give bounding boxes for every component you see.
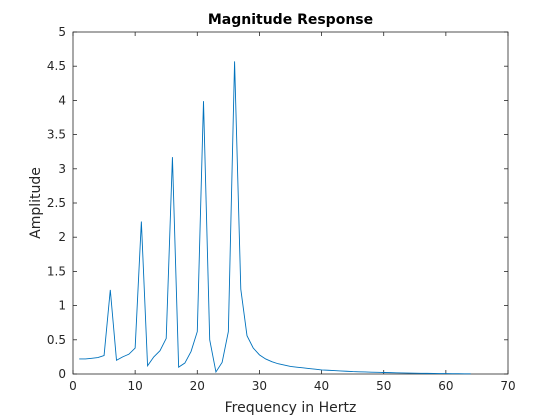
y-tick-label: 2.5 <box>47 196 66 210</box>
y-tick-label: 3 <box>58 162 66 176</box>
x-tick-label: 30 <box>252 379 267 393</box>
y-tick-label: 5 <box>58 25 66 39</box>
y-tick-label: 1.5 <box>47 264 66 278</box>
x-tick-label: 50 <box>376 379 391 393</box>
x-tick-label: 0 <box>69 379 77 393</box>
x-axis-label: Frequency in Hertz <box>225 400 357 416</box>
chart-title: Magnitude Response <box>208 12 373 28</box>
y-tick-label: 0.5 <box>47 333 66 347</box>
y-tick-label: 0 <box>58 367 66 381</box>
axes-box <box>73 32 508 374</box>
x-tick-label: 40 <box>314 379 329 393</box>
y-tick-label: 1 <box>58 299 66 313</box>
y-axis-label: Amplitude <box>28 167 44 239</box>
plot-area <box>73 32 508 374</box>
y-tick-label: 2 <box>58 230 66 244</box>
x-tick-label: 10 <box>128 379 143 393</box>
y-tick-label: 4.5 <box>47 59 66 73</box>
y-tick-label: 3.5 <box>47 128 66 142</box>
x-tick-label: 70 <box>500 379 515 393</box>
x-tick-label: 20 <box>190 379 205 393</box>
y-tick-label: 4 <box>58 93 66 107</box>
x-tick-label: 60 <box>438 379 453 393</box>
